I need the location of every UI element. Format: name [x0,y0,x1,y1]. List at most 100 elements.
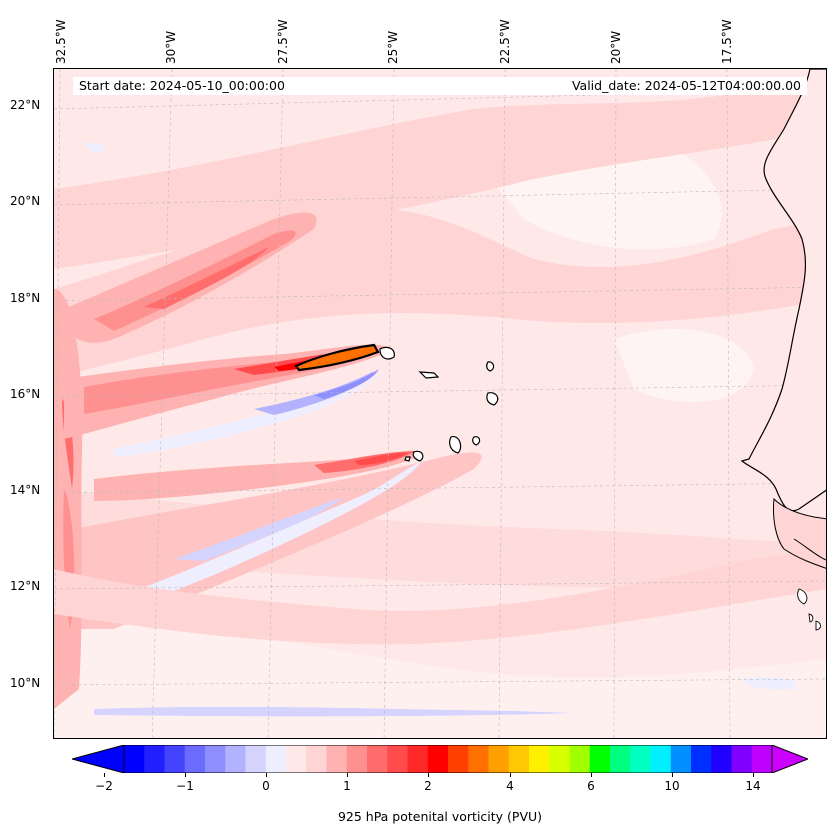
lat-label-16n: 16°N [10,387,41,401]
map-panel[interactable] [53,68,827,739]
colorbar-cell [225,745,247,773]
colorbar-cell [346,745,368,773]
colorbar-extend-max [771,745,808,773]
blue-strip [94,706,574,717]
tickmark [104,773,105,777]
africa-coastline [740,69,826,512]
graticule [54,69,826,738]
colorbar-cell [448,745,469,773]
lat-label-10n: 10°N [10,676,41,690]
colorbar-cell [468,745,490,773]
blue-wake [114,461,422,609]
island-brava [404,456,411,462]
tickmark [672,773,673,777]
tickmark [591,773,592,777]
lon-label-25w: 25°W [386,30,400,64]
blue-wake-core [314,369,379,399]
island-fogo [412,450,424,462]
colorbar-cell [286,745,307,773]
tickmark [510,773,511,777]
colorbar-tick-label: 14 [745,779,761,793]
colorbar-tick-label: 10 [664,779,680,793]
colorbar-cell [265,745,287,773]
colorbar-cell [407,745,429,773]
island-sao-vicente [379,346,395,360]
lat-label-12n: 12°N [10,579,41,593]
colorbar-cell [711,745,733,773]
colorbar-extend-min [72,745,125,773]
colorbar-cell [589,745,611,773]
colorbar-cell [691,745,712,773]
colorbar-cell [731,745,753,773]
colorbar-cell [427,745,449,773]
blue-wake-core [174,497,344,561]
lon-label-27-5w: 27.5°W [276,19,290,64]
colorbar-tick-label: 6 [587,779,595,793]
colorbar-tick-label: 1 [343,779,351,793]
pink-band [54,79,826,269]
bissagos-islands [797,588,821,631]
colorbar-cell [124,745,145,773]
islands [294,343,499,462]
valid-date-text: Valid_date: 2024-05-12T04:00:00.00 [571,78,801,93]
colorbar-cell [245,745,267,773]
colorbar-label: 925 hPa potenital vorticity (PVU) [337,809,543,824]
light-zone [614,329,754,403]
island-maio [449,435,462,454]
map-field [54,69,826,738]
lon-label-22-5w: 22.5°W [498,19,512,64]
colorbar-cell [488,745,510,773]
colorbar-cell [569,745,591,773]
colorbar-tick-label: −2 [95,779,113,793]
island-sal [486,361,495,372]
colorbar-cell [387,745,409,773]
colorbar-cell [650,745,672,773]
map-info-bar: Start date: 2024-05-10_00:00:00 Valid_da… [73,77,807,95]
colorbar-tick-label: 0 [262,779,270,793]
island-boa-vista [486,392,499,406]
colorbar-ticks: −2 −1 0 1 2 4 6 10 14 [0,773,837,803]
blue-patch [744,677,796,690]
lat-label-22n: 22°N [10,98,41,112]
tickmark [185,773,186,777]
island-santo-antao [294,343,380,372]
colorbar-cell [367,745,388,773]
blue-wake-core [254,371,374,415]
colorbar-cell [326,745,348,773]
colorbar-cell [184,745,206,773]
streak-hot [354,452,409,465]
colorbar-cell [670,745,692,773]
blue-patch [84,142,105,154]
colorbar-cell [630,745,652,773]
lon-label-32-5w: 32.5°W [54,19,68,64]
senegal-coast [773,497,826,569]
island-santiago [472,436,481,446]
colorbar-cell [751,745,773,773]
lon-label-20w: 20°W [609,30,623,64]
tickmark [428,773,429,777]
lat-label-18n: 18°N [10,291,41,305]
lon-label-17-5w: 17.5°W [720,19,734,64]
colorbar-tick-label: 4 [506,779,514,793]
colorbar-cell [549,745,571,773]
colorbar-tick-label: −1 [176,779,194,793]
colorbar-cell [205,745,226,773]
lat-label-14n: 14°N [10,483,41,497]
start-date-text: Start date: 2024-05-10_00:00:00 [79,78,285,93]
pink-band [54,289,83,709]
colorbar-outline [123,745,773,773]
island-sao-nicolau [418,371,440,379]
lat-label-20n: 20°N [10,194,41,208]
colorbar-cell [529,745,550,773]
streak-core [144,247,269,309]
colorbar-cell [144,745,166,773]
colorbar-cell [610,745,631,773]
streak-mid [94,230,296,331]
gambia-river [793,538,826,561]
colorbar [72,745,808,773]
lon-label-30w: 30°W [164,30,178,64]
colorbar-cell [164,745,186,773]
blue-wake [114,361,394,457]
colorbar-cells [124,745,773,773]
colorbar-tick-label: 2 [424,779,432,793]
